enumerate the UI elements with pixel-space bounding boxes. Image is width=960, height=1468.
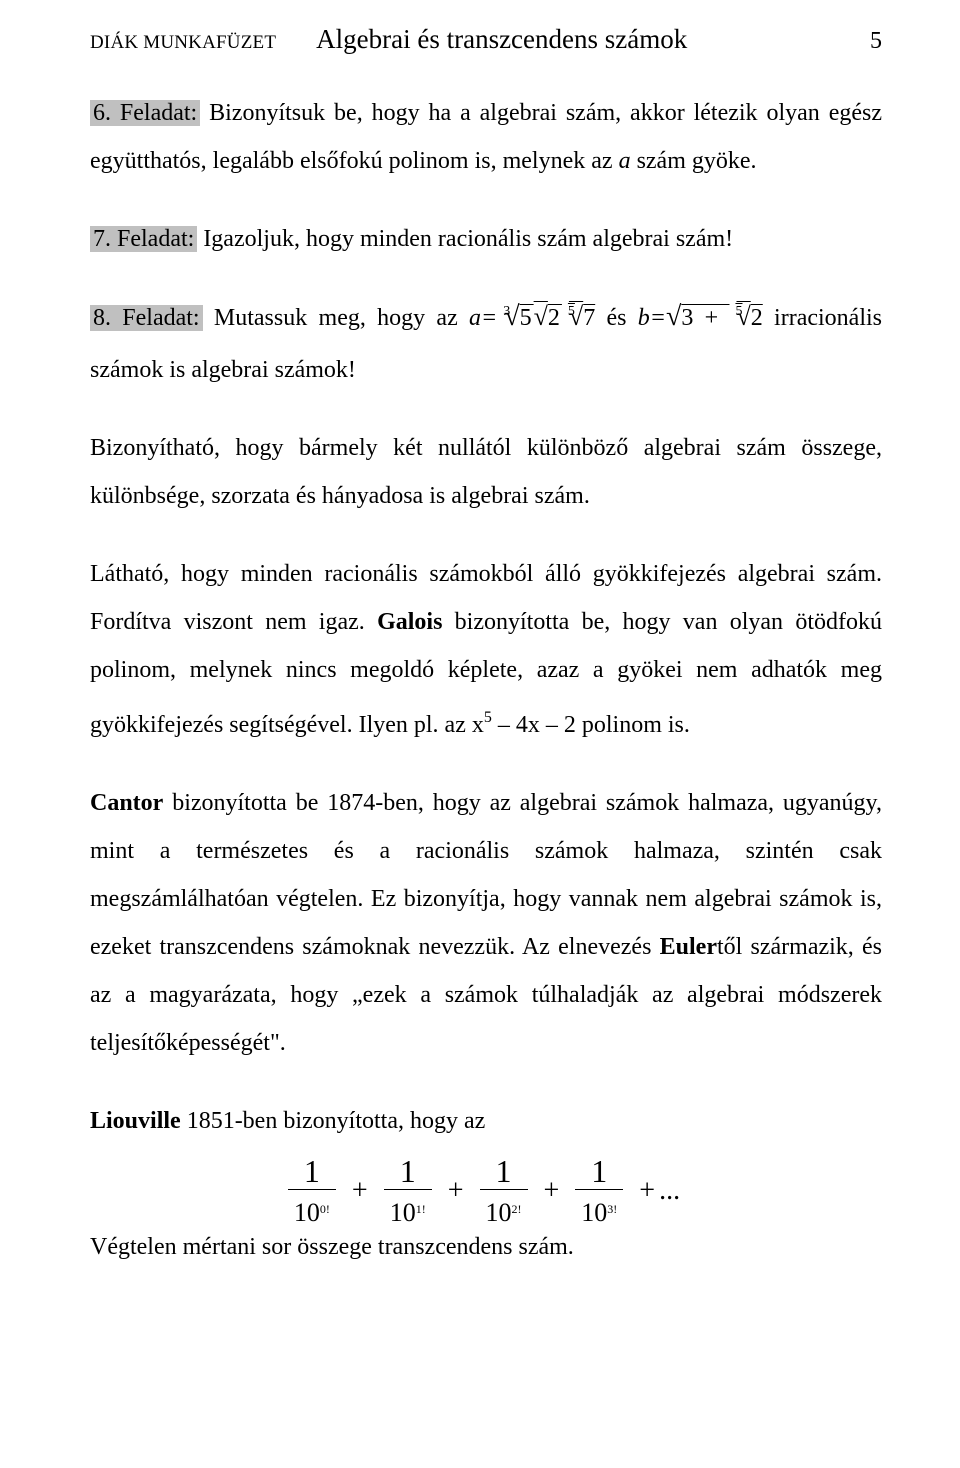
galois-tail: – 4x – 2 polinom is.	[492, 712, 690, 738]
numerator-0: 1	[288, 1155, 336, 1189]
sqrt-icon-2: √	[666, 301, 681, 332]
paragraph-galois: Látható, hogy minden racionális számokbó…	[90, 550, 882, 749]
exercise-6: 6. Feladat: Bizonyítsuk be, hogy ha a al…	[90, 89, 882, 185]
numerator-2: 1	[480, 1155, 528, 1189]
radicand-1: 5 √2 5√7	[520, 303, 596, 331]
euler-name: Euler	[660, 934, 717, 960]
header-left: DIÁK MUNKAFÜZET	[90, 32, 276, 54]
exercise-7-text: Igazoljuk, hogy minden racionális szám a…	[197, 226, 733, 252]
root-3-index: 3	[503, 304, 510, 319]
term-1: 1 101!	[384, 1155, 432, 1226]
den-base-2: 10	[486, 1198, 512, 1227]
paragraph-cantor: Cantor bizonyította be 1874-ben, hogy az…	[90, 779, 882, 1067]
cantor-name: Cantor	[90, 790, 163, 816]
exercise-7: 7. Feladat: Igazoljuk, hogy minden racio…	[90, 215, 882, 263]
a-equals: a=	[469, 305, 497, 331]
den-exp-3: 3!	[607, 1202, 617, 1216]
header-title: Algebrai és transzcendens számok	[316, 24, 842, 55]
den-base-3: 10	[581, 1198, 607, 1227]
page-number: 5	[842, 28, 882, 55]
liouville-formula: 1 100! + 1 101! + 1 102! + 1 103! +...	[90, 1155, 882, 1226]
den-exp-2: 2!	[512, 1202, 522, 1216]
b-equals: b=	[638, 305, 666, 331]
dots: ...	[659, 1177, 680, 1205]
exercise-6-text: Bizonyítsuk be, hogy ha a algebrai szám,…	[90, 100, 882, 174]
exercise-6-label: 6. Feladat:	[90, 100, 200, 126]
term-2: 1 102!	[480, 1155, 528, 1226]
liouville-text: 1851-ben bizonyította, hogy az	[181, 1108, 486, 1134]
poly-exponent: 5	[484, 709, 492, 726]
paragraph-liouville: Liouville 1851-ben bizonyította, hogy az	[90, 1097, 882, 1145]
formula-a: a=3√5 √2 5√7	[469, 305, 595, 331]
liouville-name: Liouville	[90, 1108, 181, 1134]
denominator-2: 102!	[480, 1189, 528, 1226]
term-0: 1 100!	[288, 1155, 336, 1226]
denominator-0: 100!	[288, 1189, 336, 1226]
exercise-7-label: 7. Feladat:	[90, 226, 197, 252]
page-header: DIÁK MUNKAFÜZET Algebrai és transzcenden…	[90, 24, 882, 55]
paragraph-provable: Bizonyítható, hogy bármely két nullától …	[90, 424, 882, 520]
denominator-3: 103!	[575, 1189, 623, 1226]
formula-b: b=√3 + 5√2	[638, 305, 763, 331]
den-base-0: 10	[294, 1198, 320, 1227]
plus-2: +	[544, 1177, 560, 1205]
radicand-2: 3 + 5√2	[681, 303, 762, 331]
plus-1: +	[448, 1177, 464, 1205]
var-a: a	[619, 148, 631, 174]
plus-3: +	[639, 1177, 655, 1205]
numerator-3: 1	[575, 1155, 623, 1189]
den-exp-1: 1!	[416, 1202, 426, 1216]
page: DIÁK MUNKAFÜZET Algebrai és transzcenden…	[0, 0, 960, 1468]
term-3: 1 103!	[575, 1155, 623, 1226]
exercise-6-tail: szám gyöke.	[631, 148, 757, 174]
exercise-8-lead: Mutassuk meg, hogy az	[203, 305, 469, 331]
exercise-8-label: 8. Feladat:	[90, 305, 203, 331]
exercise-8: 8. Feladat: Mutassuk meg, hogy az a= 3 √ 5 …	[90, 293, 882, 394]
numerator-1: 1	[384, 1155, 432, 1189]
den-exp-0: 0!	[320, 1202, 330, 1216]
plus-0: +	[352, 1177, 368, 1205]
galois-name: Galois	[377, 609, 442, 635]
denominator-1: 101!	[384, 1189, 432, 1226]
den-base-1: 10	[390, 1198, 416, 1227]
exercise-8-mid: és	[595, 305, 638, 331]
last-line: Végtelen mértani sor összege transzcende…	[90, 1234, 882, 1261]
